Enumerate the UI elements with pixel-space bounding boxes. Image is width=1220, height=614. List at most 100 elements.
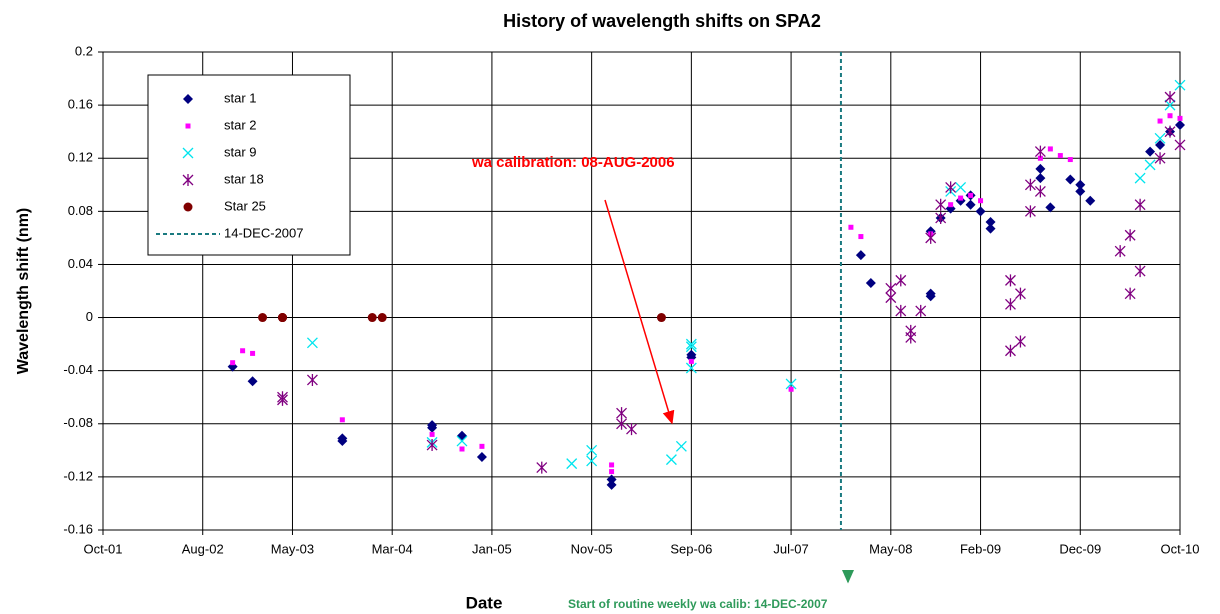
point bbox=[935, 211, 947, 224]
x-tick-label: Aug-02 bbox=[182, 541, 224, 556]
legend-label: star 2 bbox=[224, 117, 257, 132]
annotation-arrow bbox=[604, 199, 675, 425]
point bbox=[258, 313, 268, 323]
point bbox=[985, 223, 996, 234]
legend-label: 14-DEC-2007 bbox=[224, 225, 304, 240]
point bbox=[975, 206, 986, 217]
y-tick-label: 0.08 bbox=[68, 203, 93, 218]
point bbox=[1167, 113, 1173, 119]
point bbox=[230, 360, 236, 366]
point bbox=[1085, 195, 1096, 206]
point bbox=[1134, 198, 1146, 211]
point bbox=[1014, 287, 1026, 300]
annotation: wa calibration: 08-AUG-2006 bbox=[471, 154, 675, 171]
point bbox=[616, 407, 628, 420]
legend-label: Star 25 bbox=[224, 198, 266, 213]
point bbox=[1005, 298, 1016, 311]
point bbox=[1024, 205, 1036, 218]
point bbox=[616, 417, 628, 430]
point bbox=[606, 474, 617, 485]
x-tick-label: Mar-04 bbox=[372, 541, 413, 556]
x-tick-label: Jul-07 bbox=[773, 541, 808, 556]
x-tick-label: Dec-09 bbox=[1059, 541, 1101, 556]
point bbox=[945, 181, 957, 194]
point bbox=[965, 199, 976, 210]
point bbox=[1024, 178, 1036, 191]
point bbox=[1065, 174, 1076, 185]
legend-label: star 9 bbox=[224, 144, 257, 159]
point bbox=[377, 313, 387, 323]
point bbox=[925, 231, 937, 244]
legend-label: star 1 bbox=[224, 90, 257, 105]
x-tick-label: May-03 bbox=[271, 541, 314, 556]
point bbox=[476, 451, 487, 462]
point bbox=[479, 443, 485, 449]
point bbox=[968, 192, 974, 198]
point bbox=[1114, 245, 1126, 258]
point bbox=[250, 350, 256, 356]
annotation: Start of routine weekly wa calib: 14-DEC… bbox=[568, 597, 828, 611]
y-tick-label: -0.08 bbox=[63, 415, 93, 430]
point bbox=[915, 304, 927, 317]
x-tick-label: Oct-01 bbox=[83, 541, 122, 556]
point bbox=[1164, 91, 1176, 104]
point bbox=[685, 362, 697, 374]
point bbox=[855, 250, 866, 261]
point bbox=[1174, 79, 1186, 91]
point bbox=[536, 461, 548, 474]
point bbox=[848, 224, 854, 230]
x-tick-label: Nov-05 bbox=[571, 541, 613, 556]
chart-title: History of wavelength shifts on SPA2 bbox=[503, 11, 821, 31]
point bbox=[609, 469, 615, 475]
point bbox=[1134, 172, 1146, 184]
point bbox=[339, 417, 345, 423]
point bbox=[427, 422, 438, 433]
legend: star 1 star 2 star 9 star 18 Star 25 14-DEC-2… bbox=[147, 74, 351, 256]
point bbox=[1124, 229, 1136, 242]
point bbox=[426, 439, 438, 452]
x-tick-label: May-08 bbox=[869, 541, 912, 556]
point bbox=[456, 435, 468, 447]
point bbox=[586, 455, 598, 467]
point bbox=[1154, 152, 1166, 165]
point bbox=[865, 278, 876, 289]
point bbox=[609, 462, 615, 468]
x-axis-label: Date bbox=[466, 593, 503, 612]
x-tick-label: Sep-06 bbox=[670, 541, 712, 556]
y-tick-label: 0 bbox=[86, 309, 93, 324]
legend-marker bbox=[182, 174, 194, 186]
y-tick-label: -0.12 bbox=[63, 468, 93, 483]
point bbox=[626, 423, 637, 436]
plot-area: -0.16 -0.12 -0.08 -0.04 0 0.04 0.08 0.12 0.16 0.2… bbox=[63, 43, 1199, 556]
legend-label: star 18 bbox=[224, 171, 264, 186]
y-axis-label: Wavelength shift (nm) bbox=[15, 208, 32, 375]
point bbox=[656, 313, 666, 323]
point bbox=[685, 341, 697, 353]
point bbox=[429, 431, 435, 437]
y-tick-label: 0.04 bbox=[68, 256, 93, 271]
point bbox=[1035, 173, 1046, 184]
y-tick-label: 0.2 bbox=[75, 43, 93, 58]
point bbox=[935, 198, 947, 211]
point bbox=[1124, 287, 1136, 300]
point bbox=[1177, 115, 1183, 121]
point bbox=[1057, 153, 1063, 159]
point bbox=[675, 440, 687, 452]
y-tick-label: -0.04 bbox=[63, 362, 93, 377]
point bbox=[948, 202, 954, 208]
point bbox=[1134, 265, 1146, 278]
point bbox=[895, 304, 907, 317]
point bbox=[958, 195, 964, 201]
point bbox=[1005, 344, 1016, 357]
point bbox=[277, 393, 288, 406]
point bbox=[1037, 155, 1043, 161]
point bbox=[885, 282, 897, 295]
x-tick-label: Feb-09 bbox=[960, 541, 1001, 556]
point bbox=[606, 479, 617, 490]
point bbox=[925, 291, 936, 302]
legend-box bbox=[147, 74, 351, 256]
point bbox=[1154, 132, 1166, 144]
point bbox=[1155, 139, 1166, 150]
point bbox=[1075, 179, 1086, 190]
point bbox=[688, 358, 694, 364]
